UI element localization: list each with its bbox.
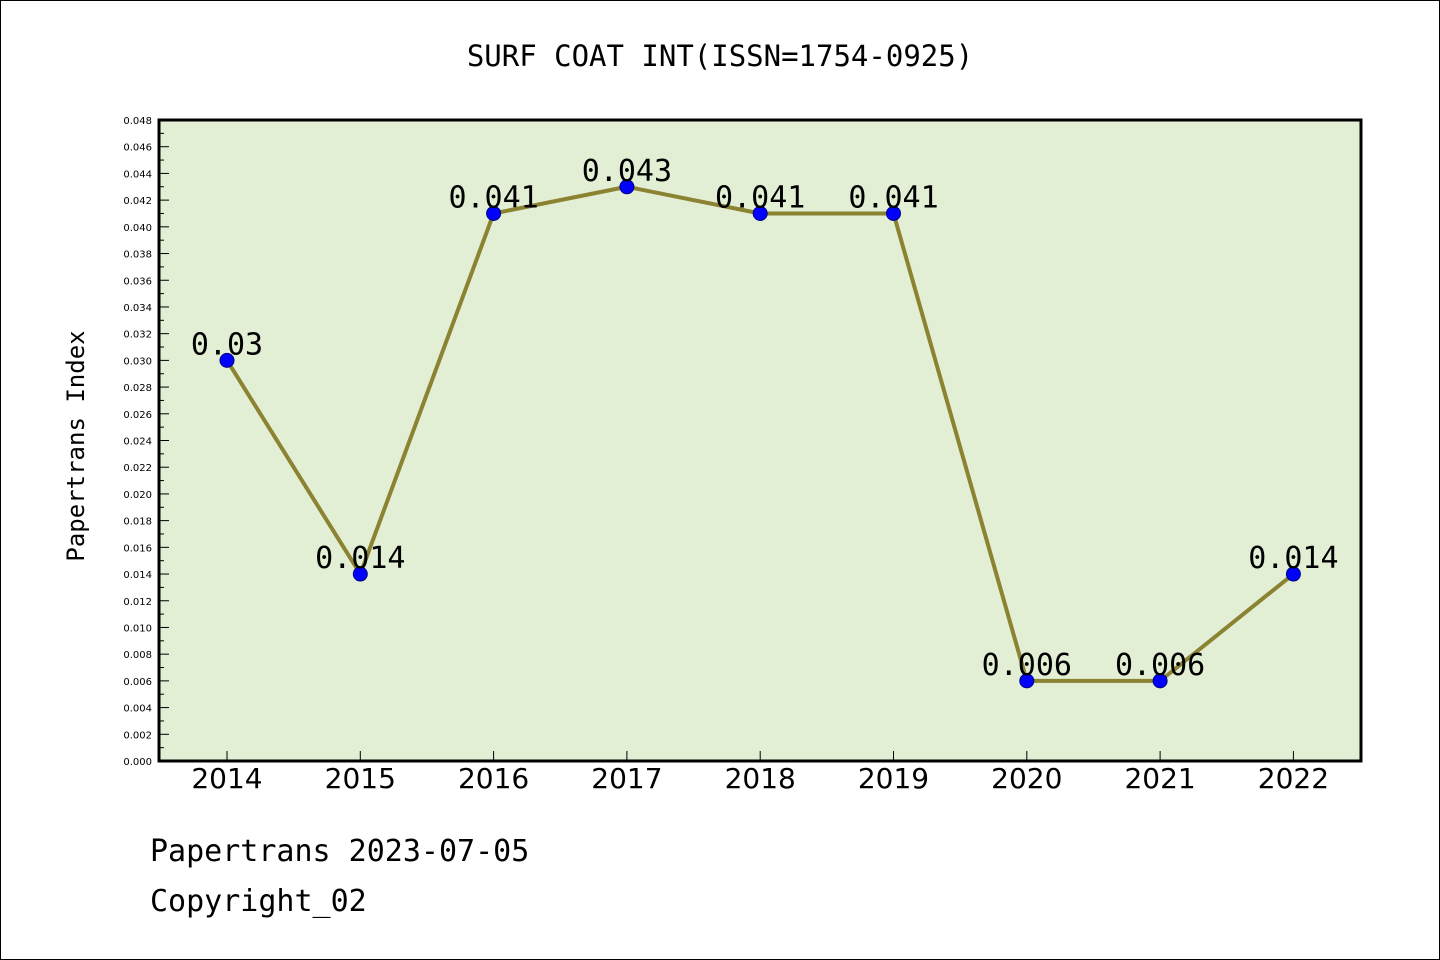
y-tick-label: 0.030 [123,356,152,367]
chart-title: SURF COAT INT(ISSN=1754-0925) [467,39,973,73]
y-tick-label: 0.008 [123,650,152,661]
y-tick-label: 0.010 [123,623,152,634]
data-label: 0.03 [191,327,263,362]
y-tick-label: 0.016 [123,543,152,554]
y-tick-label: 0.022 [123,463,152,474]
y-tick-label: 0.048 [123,116,152,127]
y-tick-label: 0.036 [123,276,152,287]
x-tick-label: 2018 [725,762,796,795]
y-tick-label: 0.000 [123,757,152,768]
y-tick-label: 0.020 [123,490,152,501]
plot-area [159,120,1361,761]
footer-date: Papertrans 2023-07-05 [150,834,530,869]
data-label: 0.041 [715,180,805,215]
data-point [886,205,901,221]
y-tick-label: 0.028 [123,383,152,394]
y-tick-label: 0.018 [123,517,152,528]
y-tick-label: 0.004 [123,704,152,715]
y-tick-label: 0.012 [123,597,152,608]
x-tick-label: 2014 [191,762,262,795]
series [219,179,1301,689]
data-label: 0.006 [1115,648,1205,683]
data-point [219,352,235,368]
x-tick-label: 2020 [991,762,1062,795]
data-point [1285,566,1301,582]
x-tick-label: 2021 [1124,762,1195,795]
y-tick-label: 0.044 [123,169,152,180]
y-tick-label: 0.034 [123,303,152,314]
y-tick-label: 0.024 [123,437,152,448]
data-label: 0.041 [448,180,538,215]
x-tick-label: 2022 [1258,762,1329,795]
plot-border [157,118,1363,763]
x-axis: 2014 2015 2016 2017 2018 2019 2020 2021 2022 [191,751,1329,795]
data-label: 0.014 [315,541,405,576]
y-tick-label: 0.026 [123,410,152,421]
x-tick-label: 2019 [858,762,929,795]
y-tick-label: 0.042 [123,196,152,207]
data-point [752,205,768,221]
x-tick-label: 2017 [591,762,662,795]
footer-copyright: Copyright_02 [150,884,367,919]
y-tick-label: 0.032 [123,330,152,341]
data-labels: 0.03 0.014 0.041 0.043 0.041 0.041 0.006 0.006 0… [191,154,1339,683]
data-label: 0.006 [982,648,1072,683]
y-tick-label: 0.006 [123,677,152,688]
data-label: 0.041 [848,180,938,215]
data-point [1019,673,1035,689]
y-tick-label: 0.040 [123,223,152,234]
y-axis: 0.000 0.002 0.004 0.006 0.008 0.010 0.012 0.014… [123,116,169,768]
y-tick-label: 0.046 [123,143,152,154]
y-axis-label: Papertrans Index [62,330,90,561]
data-point [1152,673,1168,689]
x-tick-label: 2016 [458,762,529,795]
data-point [352,566,368,582]
y-tick-label: 0.038 [123,250,152,261]
y-tick-label: 0.002 [123,730,152,741]
x-tick-label: 2015 [325,762,396,795]
data-label: 0.014 [1248,541,1338,576]
data-label: 0.043 [582,154,672,189]
data-point [486,205,502,221]
y-tick-label: 0.014 [123,570,152,581]
data-point [619,179,635,195]
